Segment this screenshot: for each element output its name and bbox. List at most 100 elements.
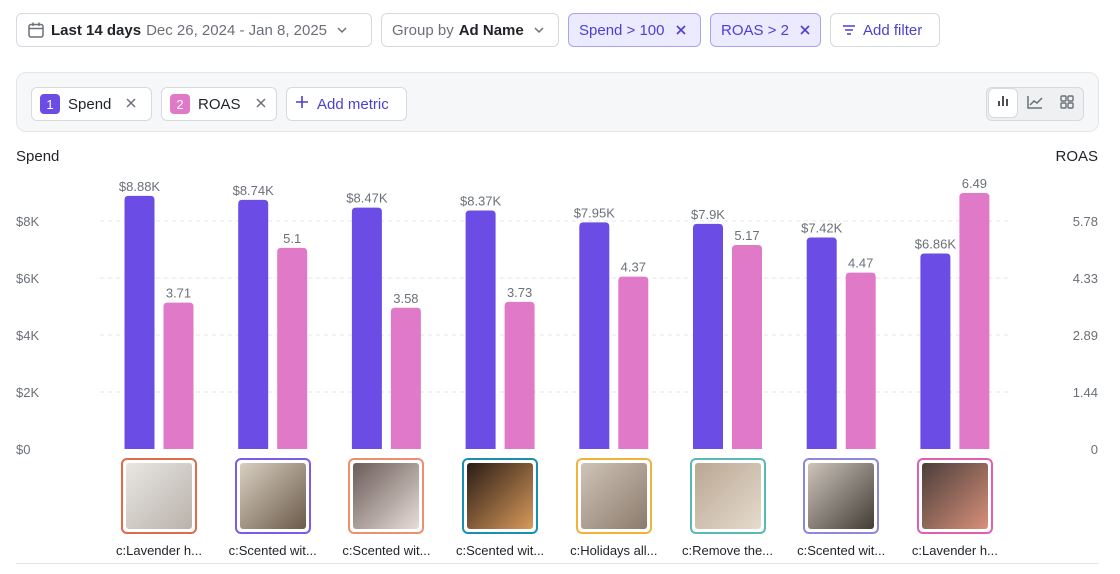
data-label: 5.1	[283, 231, 301, 246]
bar-roas[interactable]	[618, 276, 649, 449]
bar-roas[interactable]	[163, 302, 194, 449]
ad-name-label: c:Scented wit...	[342, 543, 431, 558]
bar-spend[interactable]	[806, 237, 837, 449]
bar-spend[interactable]	[920, 253, 951, 449]
bar-roas[interactable]	[732, 245, 762, 449]
ad-thumbnail[interactable]	[803, 458, 880, 534]
bar-spend[interactable]	[465, 210, 496, 449]
bar-roas[interactable]	[504, 301, 535, 449]
ad-name-label: c:Lavender h...	[116, 543, 202, 558]
ad-thumbnail[interactable]	[121, 458, 197, 534]
bar-spend[interactable]	[238, 199, 269, 449]
data-label: 3.58	[393, 291, 418, 306]
data-label: 4.47	[848, 256, 873, 271]
metric-number-badge: 1	[40, 94, 60, 114]
filter-chip-label: Spend > 100	[579, 21, 665, 39]
ad-name-label: c:Holidays all...	[570, 543, 658, 558]
date-range-label: Last 14 days	[51, 21, 142, 39]
line-chart-view-button[interactable]	[1019, 88, 1051, 120]
data-label: $8.74K	[233, 183, 275, 198]
ad-image	[239, 463, 306, 529]
right-axis-title: ROAS	[1055, 148, 1098, 165]
group-by-value: Ad Name	[458, 21, 524, 39]
filter-icon	[841, 22, 857, 38]
filter-chip-label: ROAS > 2	[721, 21, 789, 39]
add-metric-label: Add metric	[317, 95, 389, 113]
bar-roas[interactable]	[959, 192, 990, 449]
metric-chip-label: Spend	[68, 95, 112, 113]
plus-icon	[295, 95, 309, 113]
grid-view-button[interactable]	[1051, 88, 1083, 120]
left-axis-tick: $8K	[16, 214, 39, 229]
data-label: 4.37	[621, 260, 646, 275]
chevron-down-icon	[335, 23, 349, 37]
bar-roas[interactable]	[390, 307, 421, 449]
ad-name-label: c:Remove the...	[681, 543, 774, 558]
data-label: $8.47K	[346, 191, 388, 206]
ad-image	[921, 463, 988, 529]
close-icon[interactable]	[675, 24, 687, 36]
ad-name-label: c:Scented wit...	[456, 543, 545, 558]
metric-chip-label: ROAS	[198, 95, 241, 113]
bar-spend[interactable]	[124, 195, 155, 449]
date-range-value: Dec 26, 2024 - Jan 8, 2025	[146, 21, 328, 39]
date-range-picker[interactable]: Last 14 days Dec 26, 2024 - Jan 8, 2025	[16, 13, 372, 47]
data-label: $6.86K	[915, 236, 957, 251]
metric-chip-spend[interactable]: 1 Spend	[31, 87, 152, 121]
ad-name-label: c:Scented wit...	[797, 543, 886, 558]
ad-thumbnail[interactable]	[462, 458, 539, 534]
ad-image	[353, 463, 420, 529]
data-label: 5.17	[734, 228, 759, 243]
data-label: $8.37K	[460, 193, 502, 208]
close-icon[interactable]	[255, 96, 267, 113]
left-axis-title: Spend	[16, 148, 60, 165]
group-by-prefix: Group by	[392, 21, 454, 39]
ad-name-label: c:Scented wit...	[228, 543, 317, 558]
metric-chip-roas[interactable]: 2 ROAS	[161, 87, 277, 121]
left-axis-tick: $2K	[16, 385, 39, 400]
ad-thumbnail[interactable]	[575, 458, 652, 534]
ad-thumbnail[interactable]	[348, 458, 425, 534]
right-axis-tick: 1.44	[1073, 385, 1098, 400]
ad-thumbnail[interactable]	[689, 458, 766, 534]
bar-spend[interactable]	[579, 222, 610, 449]
chart-view-toggle	[986, 87, 1084, 121]
bar-roas[interactable]	[845, 272, 876, 449]
filter-chip-roas[interactable]: ROAS > 2	[710, 13, 821, 47]
metric-number-badge: 2	[170, 94, 190, 114]
close-icon[interactable]	[125, 96, 137, 113]
line-chart-icon	[1026, 94, 1044, 115]
bar-chart-icon	[995, 93, 1011, 114]
bar-spend[interactable]	[351, 207, 382, 449]
chevron-down-icon	[532, 23, 546, 37]
data-label: $8.88K	[119, 179, 161, 194]
bar-chart-view-button[interactable]	[988, 88, 1018, 118]
left-axis-tick: $0	[16, 442, 30, 457]
data-label: $7.42K	[801, 221, 843, 236]
filter-chip-spend[interactable]: Spend > 100	[568, 13, 701, 47]
metrics-bar: 1 Spend 2 ROAS Add metric	[16, 72, 1099, 132]
add-metric-button[interactable]: Add metric	[286, 87, 407, 121]
ad-thumbnail[interactable]	[234, 458, 311, 534]
right-axis-tick: 4.33	[1073, 271, 1098, 286]
grid-icon	[1059, 94, 1075, 115]
ad-image	[694, 463, 761, 529]
group-by-select[interactable]: Group by Ad Name	[381, 13, 559, 47]
left-axis-tick: $6K	[16, 271, 39, 286]
left-axis-tick: $4K	[16, 328, 39, 343]
ad-thumbnail[interactable]	[916, 458, 993, 534]
divider	[16, 563, 1099, 564]
ad-image	[808, 463, 875, 529]
bar-roas[interactable]	[277, 247, 308, 449]
data-label: 6.49	[962, 176, 987, 191]
add-filter-button[interactable]: Add filter	[830, 13, 940, 47]
data-label: 3.71	[166, 286, 191, 301]
ad-image	[467, 463, 534, 529]
ad-thumbnails: c:Lavender h... c:Scented wit... c:Scented…	[0, 458, 1120, 568]
right-axis-tick: 2.89	[1073, 328, 1098, 343]
bar-spend[interactable]	[693, 223, 723, 449]
close-icon[interactable]	[799, 24, 811, 36]
data-label: $7.95K	[574, 205, 616, 220]
filter-toolbar: Last 14 days Dec 26, 2024 - Jan 8, 2025 …	[16, 13, 940, 47]
data-label: $7.9K	[691, 207, 725, 222]
